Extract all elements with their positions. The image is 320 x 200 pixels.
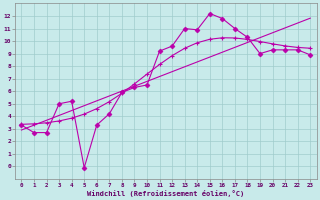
X-axis label: Windchill (Refroidissement éolien,°C): Windchill (Refroidissement éolien,°C): [87, 190, 244, 197]
